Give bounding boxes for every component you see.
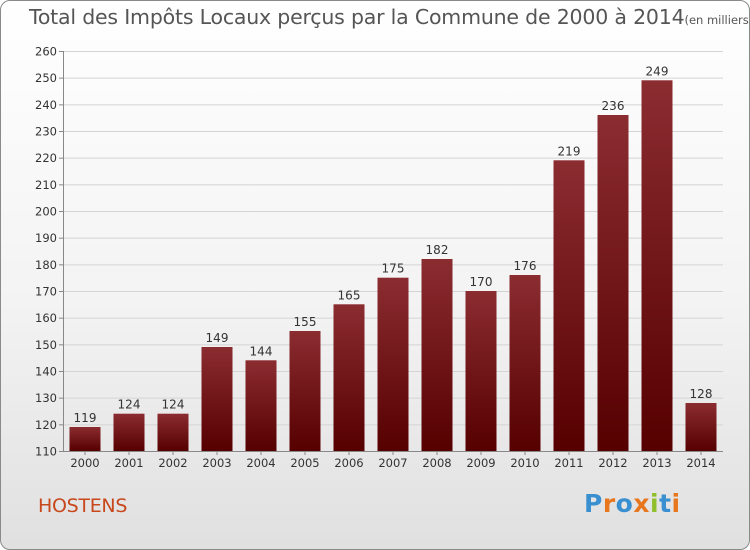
bar <box>69 427 101 451</box>
title-unit: (en milliers d'€) <box>684 13 749 27</box>
x-tick-label: 2010 <box>510 456 539 470</box>
bar-value-label: 124 <box>118 398 141 412</box>
y-tick-label: 110 <box>35 445 57 459</box>
y-tick-label: 160 <box>35 311 57 325</box>
y-tick-label: 120 <box>35 418 57 432</box>
bar-value-label: 144 <box>250 344 273 358</box>
bar <box>377 277 409 451</box>
bar-value-label: 176 <box>514 259 537 273</box>
bar <box>685 403 717 451</box>
x-tick-label: 2013 <box>642 456 671 470</box>
bar <box>201 347 233 451</box>
bar <box>157 413 189 451</box>
logo-letter: t <box>659 489 672 518</box>
x-tick-label: 2007 <box>378 456 407 470</box>
x-tick-label: 2004 <box>246 456 275 470</box>
bar-value-label: 175 <box>382 262 405 276</box>
y-tick-label: 170 <box>35 285 57 299</box>
bar-value-label: 155 <box>294 315 317 329</box>
bar <box>113 413 145 451</box>
bar-value-label: 124 <box>162 398 185 412</box>
logo-letter: x <box>633 489 650 518</box>
x-tick-label: 2001 <box>114 456 143 470</box>
y-tick-label: 250 <box>35 71 57 85</box>
bar-value-label: 128 <box>690 387 713 401</box>
y-tick-label: 150 <box>35 338 57 352</box>
y-tick-label: 140 <box>35 365 57 379</box>
bar <box>509 275 541 451</box>
logo-letter: r <box>602 489 616 518</box>
bar <box>553 160 585 452</box>
title-text: Total des Impôts Locaux perçus par la Co… <box>29 5 685 29</box>
x-tick-label: 2002 <box>158 456 187 470</box>
bar <box>597 115 629 451</box>
bar <box>245 360 277 451</box>
bar-value-label: 149 <box>206 331 229 345</box>
y-tick-label: 240 <box>35 98 57 112</box>
bar-value-label: 170 <box>470 275 493 289</box>
bar-value-label: 182 <box>426 243 449 257</box>
bar <box>421 259 453 451</box>
chart-title: Total des Impôts Locaux perçus par la Co… <box>29 5 749 29</box>
x-tick-label: 2005 <box>290 456 319 470</box>
y-tick-label: 180 <box>35 258 57 272</box>
logo-letter: P <box>584 489 603 518</box>
bar <box>289 331 321 451</box>
x-tick-label: 2012 <box>598 456 627 470</box>
bar <box>333 304 365 451</box>
x-tick-label: 2000 <box>70 456 99 470</box>
x-tick-label: 2014 <box>686 456 715 470</box>
x-axis: 2000 2001 2002 2003 2004 2005 2006 2007 2008 2009… <box>63 451 723 470</box>
bar-value-label: 165 <box>338 288 361 302</box>
logo-letter: i <box>671 489 681 518</box>
logo-letter: o <box>615 489 634 518</box>
y-tick-label: 210 <box>35 178 57 192</box>
logo-letter: i <box>650 489 660 518</box>
y-axis: 110 120 130 140 150 160 170 180 190 200 210 220 230 2… <box>35 45 64 459</box>
x-tick-label: 2003 <box>202 456 231 470</box>
bar-value-label: 219 <box>558 144 581 158</box>
x-tick-label: 2006 <box>334 456 363 470</box>
y-tick-label: 220 <box>35 151 57 165</box>
bar <box>641 80 673 452</box>
y-tick-label: 190 <box>35 231 57 245</box>
y-tick-label: 230 <box>35 125 57 139</box>
bar-value-label: 249 <box>646 64 669 78</box>
y-tick-label: 130 <box>35 391 57 405</box>
x-tick-label: 2011 <box>554 456 583 470</box>
bar-value-label: 119 <box>74 411 97 425</box>
bar <box>465 291 497 451</box>
x-tick-label: 2009 <box>466 456 495 470</box>
bar-value-label: 236 <box>602 99 625 113</box>
y-tick-label: 200 <box>35 205 57 219</box>
bars: 119 124 124 149 144 155 165 175 182 170 176 219 236 2… <box>69 64 717 452</box>
x-tick-label: 2008 <box>422 456 451 470</box>
commune-name: HOSTENS <box>38 495 128 517</box>
proxiti-logo[interactable]: Proxiti <box>584 489 681 518</box>
y-tick-label: 260 <box>35 45 57 59</box>
